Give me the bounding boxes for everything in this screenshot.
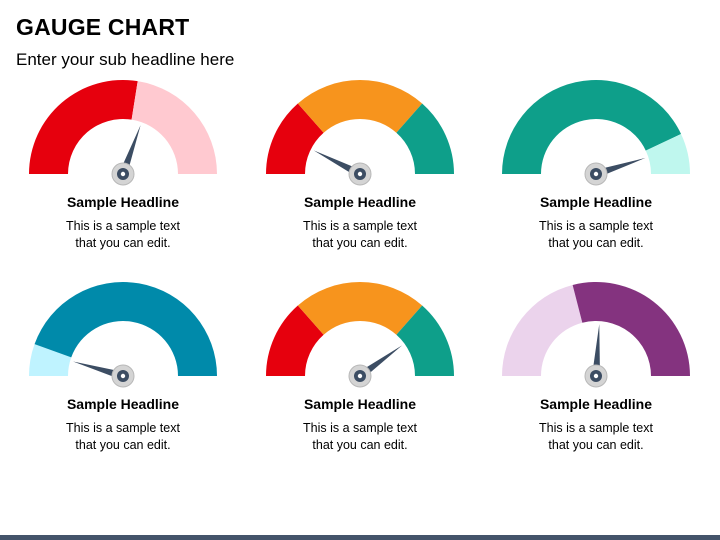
gauge-description-line-2: that you can edit.: [312, 236, 408, 250]
gauge-headline: Sample Headline: [66, 396, 180, 412]
gauge-description: This is a sample text that you can edit.: [5, 420, 241, 454]
gauge-segment-2: [297, 282, 423, 335]
gauge-hub-center: [357, 171, 363, 177]
gauge-description-line-2: that you can edit.: [75, 438, 171, 452]
gauge-segment-2: [572, 282, 690, 376]
gauge-6: [502, 282, 690, 388]
gauge-description-line-1: This is a sample text: [66, 421, 180, 435]
gauge-needle: [592, 324, 600, 377]
gauge-description-line-2: that you can edit.: [548, 438, 644, 452]
gauge-hub-center: [357, 373, 363, 379]
page-title: GAUGE CHART: [16, 14, 190, 40]
gauge-2: [266, 80, 454, 186]
bottom-accent-bar: [0, 535, 720, 540]
gauge-4: [29, 282, 217, 388]
gauge-description: This is a sample text that you can edit.: [478, 218, 714, 252]
gauge-description-line-1: This is a sample text: [539, 421, 653, 435]
gauge-description-line-1: This is a sample text: [303, 421, 417, 435]
gauge-card-1: Sample Headline This is a sample text th…: [5, 74, 241, 274]
gauge-description: This is a sample text that you can edit.: [242, 420, 478, 454]
page-subtitle: Enter your sub headline here: [16, 50, 235, 69]
gauge-hub-center: [593, 171, 599, 177]
gauge-segment-3: [396, 103, 454, 174]
gauge-description: This is a sample text that you can edit.: [242, 218, 478, 252]
gauge-description-line-2: that you can edit.: [312, 438, 408, 452]
gauge-hub-center: [593, 373, 599, 379]
gauge-card-5: Sample Headline This is a sample text th…: [242, 276, 478, 476]
gauge-segment-1: [266, 103, 324, 174]
gauge-5: [266, 282, 454, 388]
gauge-headline: Sample Headline: [539, 194, 653, 210]
gauge-segment-1: [29, 344, 72, 376]
gauge-card-6: Sample Headline This is a sample text th…: [478, 276, 714, 476]
gauge-card-2: Sample Headline This is a sample text th…: [242, 74, 478, 274]
gauge-card-4: Sample Headline This is a sample text th…: [5, 276, 241, 476]
gauge-description-line-1: This is a sample text: [66, 219, 180, 233]
gauge-description-line-2: that you can edit.: [548, 236, 644, 250]
gauge-description-line-1: This is a sample text: [303, 219, 417, 233]
gauge-segment-2: [34, 282, 217, 376]
gauge-headline: Sample Headline: [539, 396, 653, 412]
gauge-segment-2: [131, 81, 217, 174]
gauge-hub-center: [120, 171, 126, 177]
gauge-3: [502, 80, 690, 186]
gauge-headline: Sample Headline: [303, 396, 417, 412]
gauge-1: [29, 79, 217, 186]
gauge-segment-2: [297, 80, 423, 133]
gauge-segment-1: [266, 305, 324, 376]
gauge-segment-1: [502, 284, 583, 376]
gauge-hub-center: [120, 373, 126, 379]
gauge-description: This is a sample text that you can edit.: [5, 218, 241, 252]
gauge-headline: Sample Headline: [303, 194, 417, 210]
gauge-segment-2: [645, 133, 690, 174]
gauge-segment-1: [29, 79, 138, 174]
gauge-segment-1: [502, 80, 682, 174]
gauge-description-line-2: that you can edit.: [75, 236, 171, 250]
gauge-headline: Sample Headline: [66, 194, 180, 210]
gauge-segment-3: [396, 305, 454, 376]
gauge-description: This is a sample text that you can edit.: [478, 420, 714, 454]
gauge-card-3: Sample Headline This is a sample text th…: [478, 74, 714, 274]
gauge-needle: [73, 361, 125, 380]
gauge-description-line-1: This is a sample text: [539, 219, 653, 233]
